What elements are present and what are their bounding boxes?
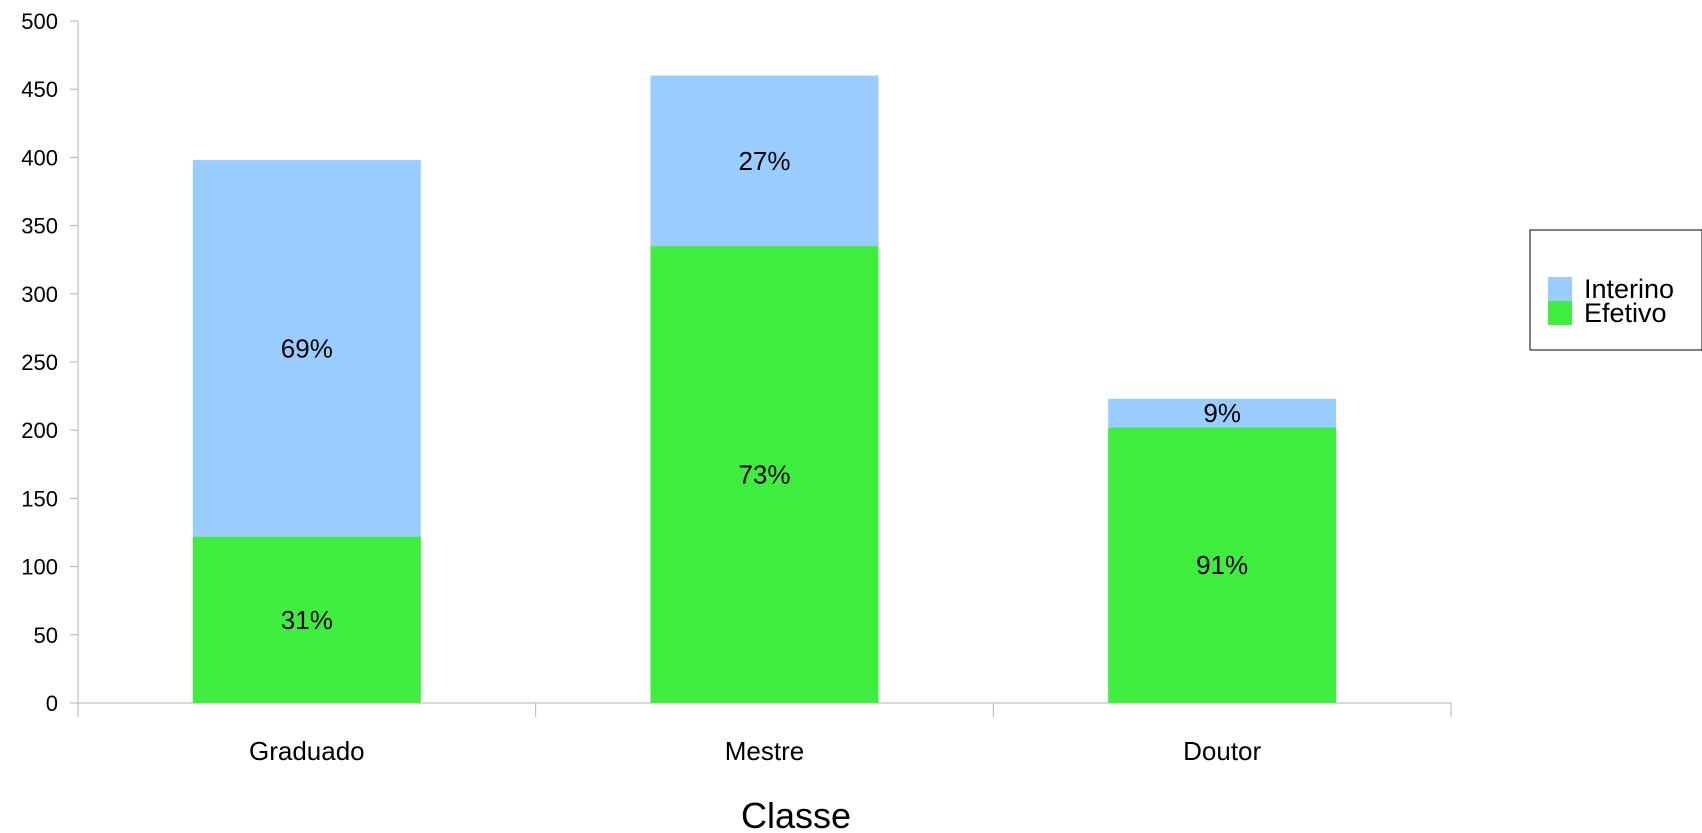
y-tick-label: 50 [34,623,58,648]
bar-efetivo-graduado [192,536,421,703]
category-label-graduado: Graduado [249,736,365,766]
legend-label-efetivo: Efetivo [1584,298,1667,328]
category-labels: Graduado Mestre Doutor [249,736,1262,766]
bar-interino-mestre [650,75,879,247]
legend-swatch-efetivo [1548,301,1572,325]
x-axis-title: Classe [741,795,851,833]
y-tick-label: 350 [21,214,58,239]
bar-interino-graduado [192,160,421,537]
y-tick-label: 0 [46,691,58,716]
category-label-doutor: Doutor [1183,736,1261,766]
category-label-mestre: Mestre [725,736,804,766]
y-tick-label: 250 [21,350,58,375]
data-label-interino-graduado: 69% [281,333,333,363]
bar-efetivo-doutor [1108,427,1337,703]
legend: Interino Efetivo [1529,229,1702,351]
y-tick-label: 150 [21,486,58,511]
y-tick-label: 500 [21,9,58,34]
data-label-interino-doutor: 9% [1203,398,1241,428]
data-label-efetivo-doutor: 91% [1196,550,1248,580]
bar-efetivo-mestre [650,246,879,703]
x-axis [77,702,1452,717]
legend-swatch-interino [1548,277,1572,301]
legend-label-interino: Interino [1584,274,1674,304]
data-label-efetivo-mestre: 73% [738,460,790,490]
y-tick-label: 200 [21,418,58,443]
y-tick-label: 300 [21,282,58,307]
data-labels: 31% 69% 73% 27% 91% 9% [281,146,1248,635]
bar-interino-doutor [1108,398,1337,428]
y-tick-label: 400 [21,145,58,170]
y-tick-label: 450 [21,77,58,102]
data-label-interino-mestre: 27% [738,146,790,176]
y-tick-label: 100 [21,555,58,580]
y-axis: 0 50 100 150 200 250 300 350 400 450 500 [21,9,79,716]
bars [192,75,1337,703]
data-label-efetivo-graduado: 31% [281,605,333,635]
